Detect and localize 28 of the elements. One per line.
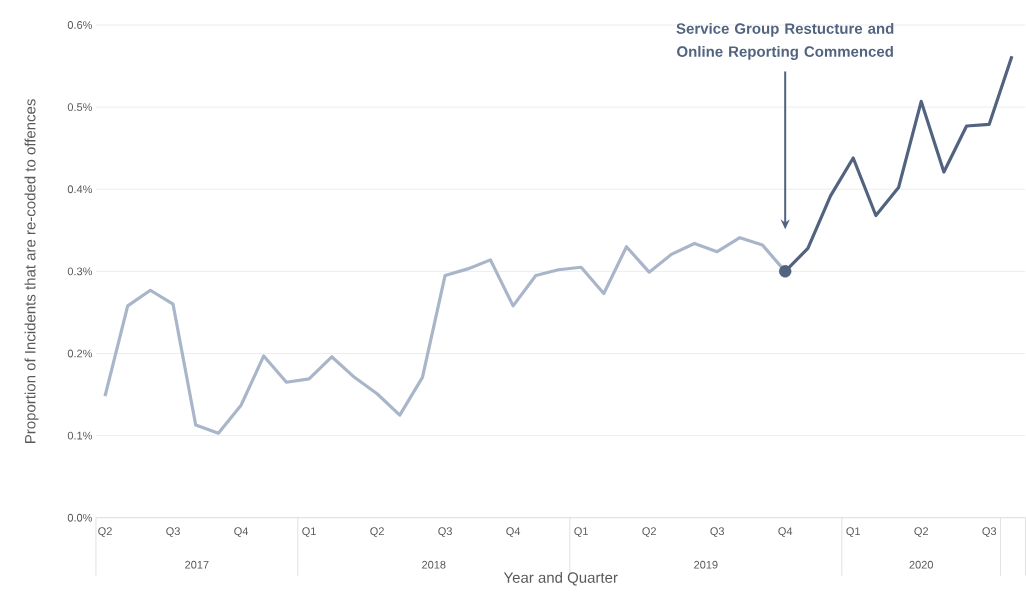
x-tick-label: Q3 — [438, 527, 452, 538]
x-tick-label: Q2 — [642, 527, 656, 538]
text: 2019 — [694, 560, 718, 569]
x-tick-label: Q1 — [574, 527, 588, 538]
y-tick-label: 0.1% — [67, 431, 93, 440]
x-tick-label: Q3 — [166, 527, 180, 538]
x-tick-label: Q2 — [370, 527, 384, 538]
y-axis-title: Proportion of Incidents that are re-coded to offences — [24, 99, 39, 444]
x-tick-label: Q2 — [914, 527, 928, 538]
x-tick-label: Q3 — [710, 527, 725, 538]
y-tick-label: 0.0% — [67, 514, 93, 522]
x-tick-label: Q2 — [98, 527, 112, 538]
text: 2017 — [185, 560, 209, 569]
x-tick-label: Q1 — [302, 527, 316, 538]
x-tick-label: Q3 — [982, 527, 997, 538]
y-tick-label: 0.5% — [67, 103, 93, 112]
y-tick-label: 0.4% — [67, 185, 93, 194]
x-tick-label: Q4 — [234, 527, 249, 538]
y-tick-label: 0.6% — [67, 21, 93, 30]
text: 2018 — [422, 560, 446, 569]
x-tick-label: Q4 — [506, 527, 521, 538]
y-tick-label: 0.3% — [67, 267, 93, 276]
x-axis-title: Year and Quarter — [503, 572, 618, 586]
text: 2020 — [909, 560, 933, 569]
x-tick-label: Q4 — [778, 527, 793, 538]
annotation: Service Group Restucture and Online Reporting Commenced — [676, 23, 894, 61]
x-tick-label: Q1 — [846, 527, 860, 538]
y-tick-label: 0.2% — [67, 349, 93, 358]
